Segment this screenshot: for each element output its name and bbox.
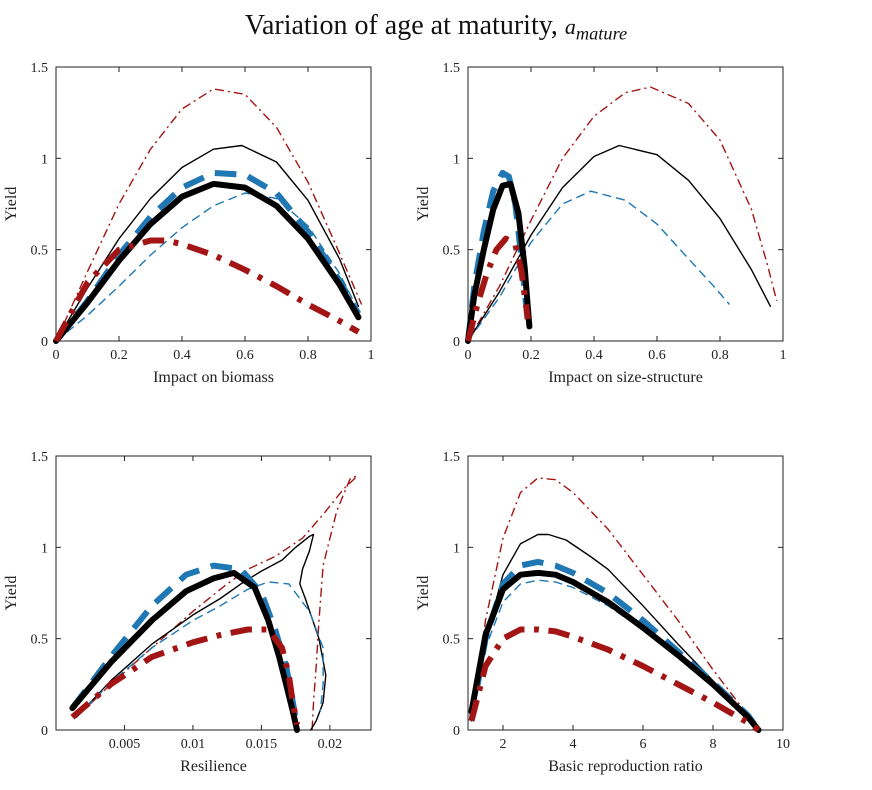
x-tick-label: 0.005 [109, 737, 141, 752]
series-line-thick-solid [53, 180, 362, 344]
y-tick-label: 0.5 [443, 244, 461, 259]
x-tick-label: 0 [53, 348, 60, 363]
y-axis-label: Yield [415, 576, 432, 611]
subplot-impact-on-size-structure: 0 0.2 0.4 0.6 0.8 1 0 0.5 1 1.5 Impact on size-str… [415, 61, 787, 386]
x-tick-label: 0.2 [110, 348, 128, 363]
x-tick-label: 0.02 [318, 737, 343, 752]
series-line-thin-dashdot [55, 88, 363, 342]
series-line-thin-dashed [467, 190, 731, 342]
series-line-thin-dashdot [467, 86, 778, 342]
figure-title-symbol: amature [564, 14, 627, 43]
series-line-thick-dashed [53, 169, 362, 343]
title-subscript: mature [575, 23, 628, 44]
series-line-thin-dashdot [76, 475, 358, 731]
plot-frame [55, 66, 372, 342]
plot-frame [467, 455, 784, 731]
y-tick-label: 0 [41, 335, 48, 350]
x-tick-label: 0.4 [585, 348, 603, 363]
y-tick-label: 1 [41, 541, 48, 556]
series-line-thin-dashdot [470, 477, 760, 731]
y-tick-label: 0.5 [31, 633, 49, 648]
subplot-resilience: 0.005 0.01 0.015 0.02 0 0.5 1 1.5 Resilience Yiel… [3, 450, 372, 775]
series-line-thick-dashdot [465, 235, 531, 342]
x-axis-label: Resilience [180, 758, 247, 775]
x-tick-label: 0.8 [299, 348, 317, 363]
y-tick-label: 1 [453, 541, 460, 556]
series-line-thick-dashdot [53, 237, 360, 343]
x-tick-label: 1 [368, 348, 375, 363]
series-line-thick-dashed [468, 558, 761, 732]
x-tick-label: 0.01 [181, 737, 206, 752]
series-line-thick-solid [468, 569, 762, 733]
y-tick-label: 1 [41, 152, 48, 167]
x-tick-label: 0.8 [711, 348, 729, 363]
x-axis-label: Impact on size-structure [548, 369, 703, 386]
y-axis-label: Yield [3, 187, 20, 222]
y-tick-label: 1.5 [31, 61, 49, 76]
x-tick-label: 0.4 [173, 348, 191, 363]
y-tick-label: 1.5 [443, 450, 461, 465]
y-tick-label: 1.5 [443, 61, 461, 76]
y-tick-label: 0.5 [31, 244, 49, 259]
x-tick-label: 2 [500, 737, 507, 752]
plot-frame [55, 455, 372, 731]
y-axis-label: Yield [3, 576, 20, 611]
series-line-thin-solid [55, 144, 360, 342]
figure-title-text: Variation of age at maturity, [244, 10, 565, 41]
subplot-impact-on-biomass: 0 0.2 0.4 0.6 0.8 1 0 0.5 1 1.5 Impact on biomass Y… [3, 61, 375, 386]
plot-frame [467, 66, 784, 342]
y-tick-label: 0 [453, 724, 460, 739]
y-tick-label: 1 [453, 152, 460, 167]
x-tick-label: 0 [465, 348, 472, 363]
x-tick-label: 1 [780, 348, 787, 363]
x-tick-label: 10 [776, 737, 790, 752]
x-tick-label: 0.6 [236, 348, 254, 363]
x-tick-label: 0.6 [648, 348, 666, 363]
x-tick-label: 0.2 [522, 348, 540, 363]
x-tick-label: 6 [640, 737, 647, 752]
y-axis-label: Yield [415, 187, 432, 222]
x-tick-label: 0.015 [246, 737, 278, 752]
series-line-thick-dashdot [468, 626, 761, 733]
subplot-basic-reproduction-ratio: 2 4 6 8 10 0 0.5 1 1.5 Basic reproduction ratio Yi… [415, 450, 790, 775]
y-tick-label: 0.5 [443, 633, 461, 648]
x-axis-label: Impact on biomass [153, 369, 274, 386]
series-line-thick-dashdot [70, 626, 300, 726]
y-tick-label: 0 [453, 335, 460, 350]
series-line-thin-solid [75, 533, 327, 731]
series-line-thin-solid [467, 144, 772, 342]
figure-title: Variation of age at maturity, amature [0, 10, 872, 44]
series-line-thin-dashed [470, 579, 760, 731]
title-symbol: a [564, 14, 576, 39]
y-tick-label: 1.5 [31, 450, 49, 465]
x-tick-label: 4 [570, 737, 577, 752]
x-axis-label: Basic reproduction ratio [548, 758, 703, 775]
x-tick-label: 8 [710, 737, 717, 752]
series-line-thick-solid [465, 180, 533, 344]
series-line-thick-solid [69, 569, 300, 733]
y-tick-label: 0 [41, 724, 48, 739]
